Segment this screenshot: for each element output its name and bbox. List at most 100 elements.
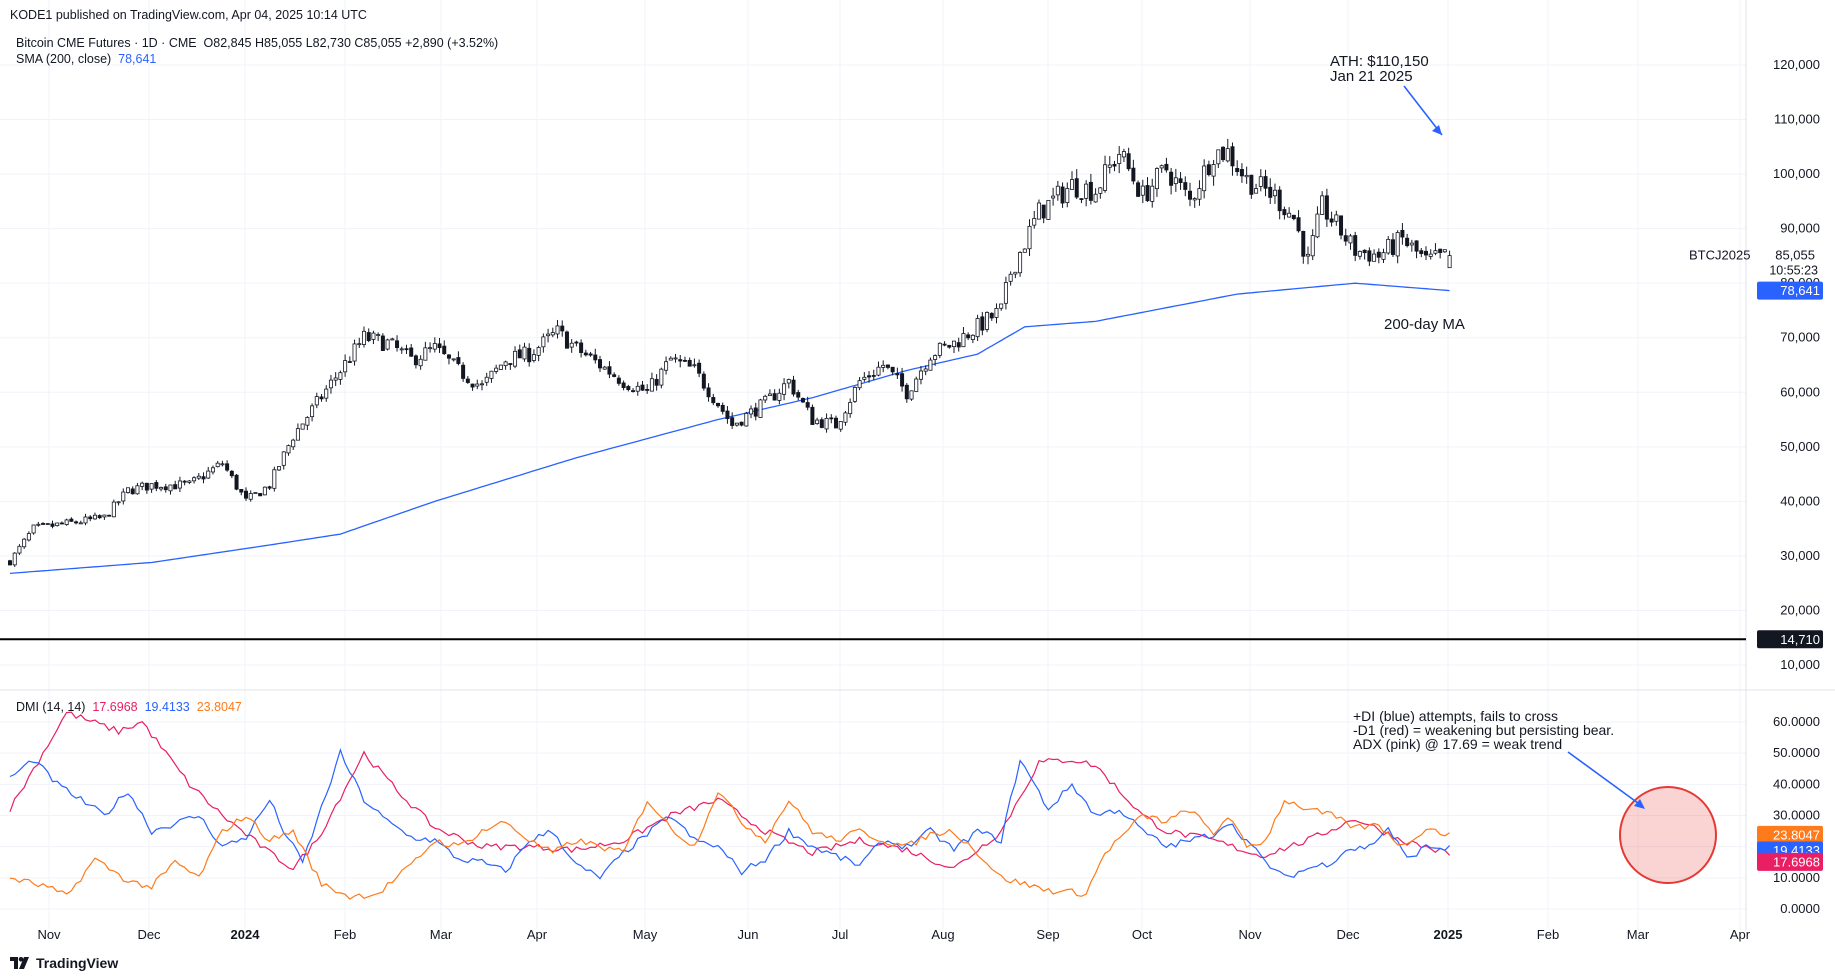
candlestick-series [7,138,1452,567]
candle [1173,168,1178,192]
candle [1277,186,1282,220]
candle [229,469,234,479]
candle [1239,163,1244,183]
candle [1216,149,1221,168]
candle [1150,178,1155,208]
candle [961,327,966,348]
candle [262,486,267,496]
sma-legend[interactable]: SMA (200, close) 78,641 [16,52,156,66]
dmi-tick-label: 0.0000 [1780,901,1820,916]
candle [494,364,499,374]
candle [173,480,178,490]
candle [220,460,225,467]
gridlines [0,0,1746,930]
time-tick-label: Nov [1238,927,1262,942]
candle [1051,187,1056,206]
dmi-note-3: ADX (pink) @ 17.69 = weak trend [1353,736,1562,752]
dmi-series [9,711,1451,900]
time-axis[interactable]: Nov Dec 2024 Feb Mar Apr May Jun Jul Aug Sep Oct Nov… [37,927,1750,942]
candle [546,328,551,343]
candle [1103,155,1108,193]
symbol-title: Bitcoin CME Futures · 1D · CME [16,36,197,50]
symbol-legend[interactable]: Bitcoin CME Futures · 1D · CME O82,845 H… [16,36,498,50]
candle [1353,231,1358,262]
candle [451,358,456,362]
candle [975,314,980,341]
candle [201,472,206,484]
candle [26,531,31,542]
time-tick-label: 2024 [231,927,261,942]
candle [706,383,711,402]
dmi-minus-value: 23.8047 [196,700,242,714]
candle [720,402,725,415]
candle [753,402,758,421]
candle [1013,271,1018,279]
candle [838,421,843,432]
time-tick-label: Aug [931,927,954,942]
candle [1386,236,1391,255]
time-tick-label: Oct [1132,927,1153,942]
candle [1287,207,1292,218]
candle [1041,204,1046,224]
dmi-legend[interactable]: DMI (14, 14) 17.6968 19.4133 23.8047 [16,700,242,714]
candle [1074,169,1079,200]
candle [428,342,433,353]
candle [800,397,805,404]
candle [1230,142,1235,176]
candle [763,394,768,403]
candle [442,340,447,355]
svg-text:23.8047: 23.8047 [1773,827,1820,842]
candle [1093,188,1098,203]
candle [758,398,763,418]
candle [1395,230,1400,264]
candle [1367,247,1372,267]
dmi-axis[interactable]: 60.000050.000040.000030.000020.000010.00… [1773,714,1820,916]
candle [404,344,409,355]
candle [1400,223,1405,245]
sma-label: SMA (200, close) [16,52,112,66]
candle [1428,249,1433,260]
candle [867,371,872,383]
candle [210,465,215,475]
candle [1145,177,1150,202]
price-axis[interactable]: 120,000110,000100,00090,00080,00070,0006… [1773,57,1820,672]
candle [135,482,140,495]
candle [333,372,338,387]
candle [1357,250,1362,260]
candle [159,486,164,492]
candle [890,366,895,376]
tradingview-logo[interactable]: TradingView [10,955,118,971]
candle [697,359,702,378]
candle [1306,246,1311,265]
candle [182,480,187,486]
dmi-line-adx [9,711,1451,871]
candle [602,365,607,370]
candle [607,361,612,379]
candle [522,342,527,362]
candle [517,344,522,359]
symbol-series-label: BTCJ2025 [1689,248,1750,263]
time-tick-label: Feb [334,927,356,942]
candle [92,512,97,520]
candle [347,356,352,363]
candle [83,513,88,526]
candle [1244,166,1249,184]
candle [966,332,971,341]
time-tick-label: Dec [137,927,161,942]
candle [1188,182,1193,207]
candle [121,488,126,505]
candle [352,339,357,366]
candle [810,404,815,425]
candle [1390,233,1395,257]
candle [503,360,508,370]
candle [328,374,333,394]
candle [248,490,253,502]
candle [1112,160,1117,172]
candle [1447,250,1452,269]
price-tick-label: 10,000 [1780,657,1820,672]
candle [598,355,603,372]
candle [267,485,272,491]
candle [989,312,994,321]
candle [1254,183,1259,194]
